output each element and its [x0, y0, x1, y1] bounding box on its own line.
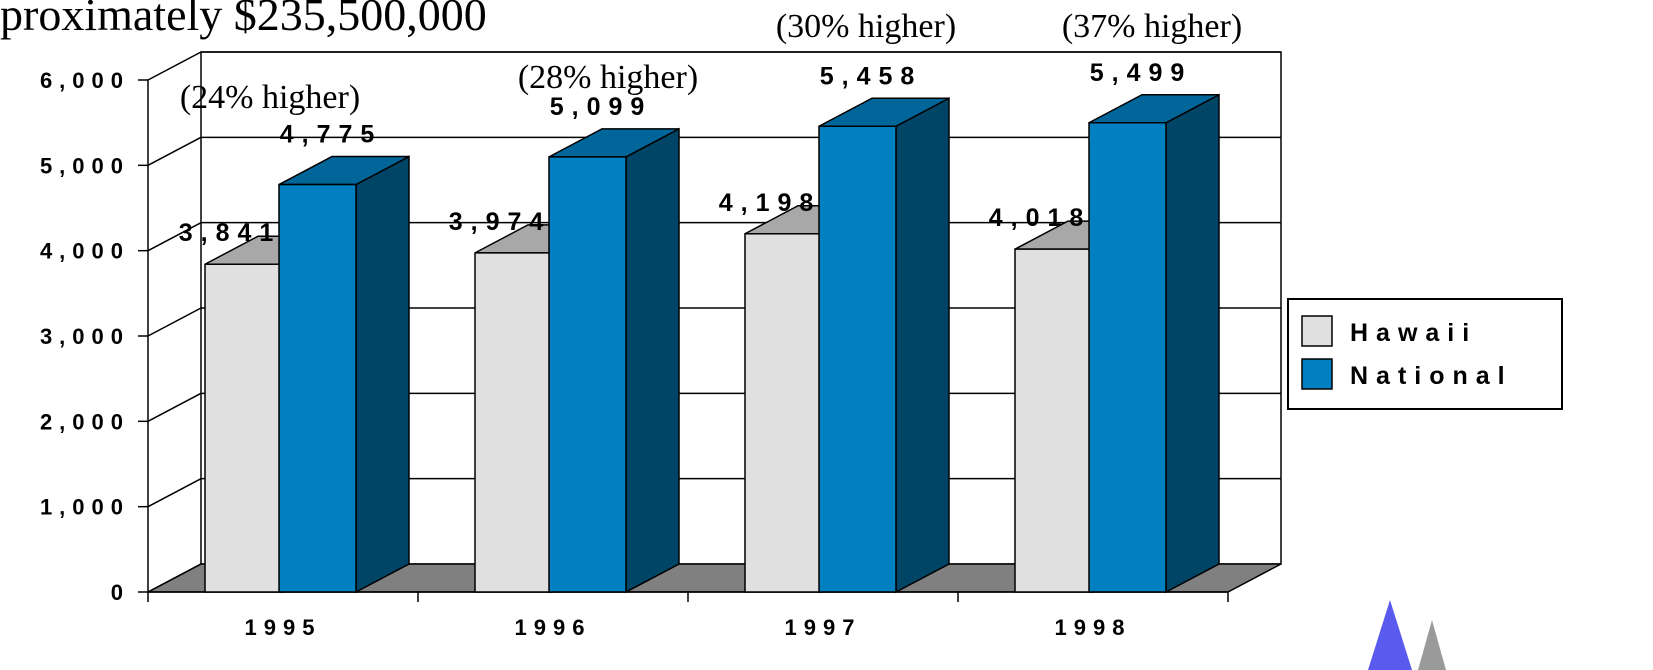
y-tick-label: 2,000 [40, 409, 130, 434]
bar-front [474, 252, 553, 593]
legend-box [1287, 298, 1563, 410]
bar-front [818, 125, 897, 593]
side-wall-line [147, 392, 202, 422]
legend-swatch-national [1301, 358, 1333, 390]
data-label-hawaii: 4,198 [719, 189, 822, 217]
bar-side [895, 97, 950, 594]
x-tick-label: 1996 [515, 615, 592, 640]
bar-front [204, 263, 283, 593]
bar-side [625, 127, 680, 594]
x-tick-label: 1998 [1055, 615, 1132, 640]
bar-national-1997 [818, 97, 950, 594]
annotation-percent-higher: (37% higher) [1062, 8, 1242, 45]
y-tick-label: 4,000 [40, 239, 130, 264]
legend: Hawaii National [1287, 298, 1563, 410]
annotation-percent-higher: (24% higher) [180, 79, 360, 116]
logo-triangle-gray [1418, 620, 1446, 670]
header-text-fragment: proximately $235,500,000 [0, 0, 487, 40]
x-tick-label: 1997 [785, 615, 862, 640]
y-tick-label: 6,000 [40, 68, 130, 93]
legend-label-hawaii: Hawaii [1350, 319, 1477, 347]
data-label-hawaii: 3,841 [179, 219, 282, 247]
legend-swatch-hawaii [1301, 315, 1333, 347]
data-label-national: 5,499 [1090, 59, 1193, 87]
y-tick-label: 1,000 [40, 495, 130, 520]
side-wall-line [147, 563, 202, 593]
y-tick-label: 3,000 [40, 324, 130, 349]
side-wall-line [147, 222, 202, 252]
annotation-percent-higher: (30% higher) [776, 8, 956, 45]
data-label-national: 5,458 [820, 62, 923, 90]
legend-label-national: National [1350, 362, 1513, 390]
bar-front [278, 183, 357, 593]
y-tick-label: 5,000 [40, 153, 130, 178]
bar-front [548, 156, 627, 593]
bar-national-1995 [278, 155, 410, 594]
data-label-hawaii: 4,018 [989, 204, 1092, 232]
side-wall-line [147, 51, 202, 81]
data-label-national: 5,099 [550, 93, 653, 121]
bar-front [1014, 248, 1093, 593]
annotation-percent-higher: (28% higher) [518, 59, 698, 96]
logo-triangle-blue [1368, 600, 1412, 670]
bar-side [1165, 93, 1220, 594]
corner-logo [1368, 600, 1446, 670]
bar-side [355, 155, 410, 594]
y-tick-label: 0 [111, 580, 130, 605]
data-label-hawaii: 3,974 [449, 208, 552, 236]
bar-front [1088, 122, 1167, 593]
side-wall-line [147, 307, 202, 337]
x-tick-label: 1995 [245, 615, 322, 640]
bar-national-1996 [548, 127, 680, 594]
side-wall-line [147, 478, 202, 508]
bar-front [744, 233, 823, 593]
bar-national-1998 [1088, 93, 1220, 594]
side-wall-line [147, 136, 202, 166]
bar-chart: 0 1,000 2,000 3,000 4,000 5,000 6,000 3,841 4,77… [40, 8, 1282, 640]
data-label-national: 4,775 [280, 121, 383, 149]
